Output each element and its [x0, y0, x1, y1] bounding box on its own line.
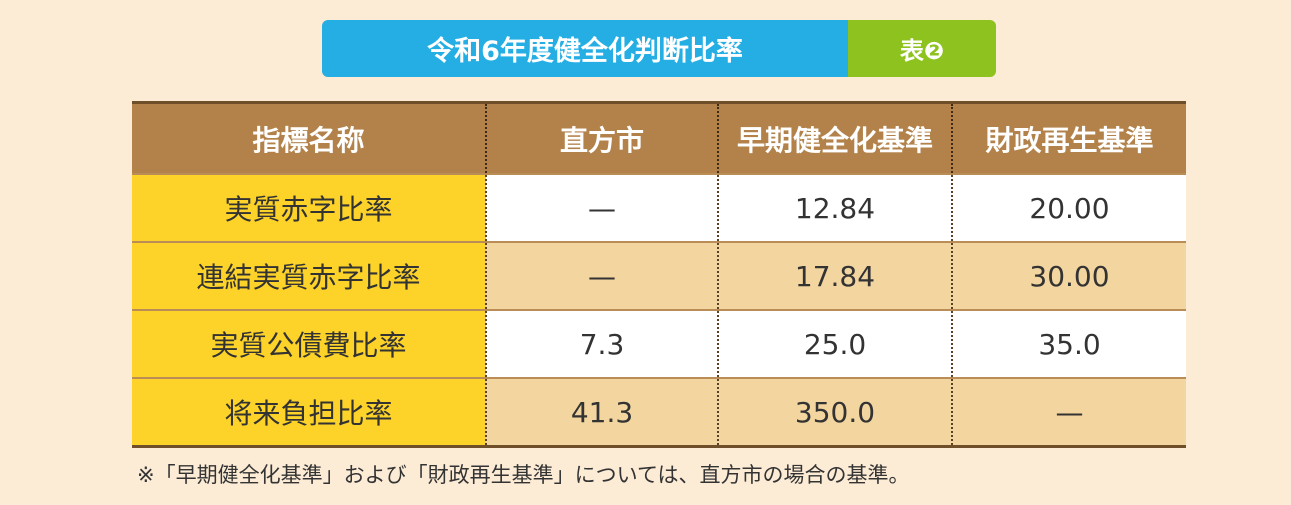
header-nogata-city: 直方市 — [485, 102, 718, 174]
table-title-bar: 令和6年度健全化判断比率 表❷ — [322, 20, 996, 77]
cell-city-value: 41.3 — [485, 377, 718, 447]
table-number-tag: 表❷ — [848, 20, 996, 77]
cell-rebuild-standard-value: — — [951, 377, 1186, 447]
cell-city-value: 7.3 — [485, 309, 718, 378]
table-row: 実質公債費比率 7.3 25.0 35.0 — [132, 309, 1186, 378]
header-financial-rebuild-standard: 財政再生基準 — [951, 102, 1186, 174]
cell-early-standard-value: 25.0 — [717, 309, 952, 378]
table-row: 連結実質赤字比率 — 17.84 30.00 — [132, 241, 1186, 310]
row-label: 将来負担比率 — [132, 377, 486, 447]
cell-early-standard-value: 350.0 — [717, 377, 952, 447]
row-label: 実質公債費比率 — [132, 309, 486, 378]
table-row: 実質赤字比率 — 12.84 20.00 — [132, 173, 1186, 242]
cell-city-value: — — [485, 173, 718, 242]
cell-city-value: — — [485, 241, 718, 310]
footnote: ※「早期健全化基準」および「財政再生基準」については、直方市の場合の基準。 — [137, 463, 910, 487]
cell-early-standard-value: 17.84 — [717, 241, 952, 310]
row-label: 連結実質赤字比率 — [132, 241, 486, 310]
table-header-row: 指標名称 直方市 早期健全化基準 財政再生基準 — [132, 102, 1186, 174]
table-row: 将来負担比率 41.3 350.0 — — [132, 377, 1186, 447]
header-indicator-name: 指標名称 — [132, 102, 486, 174]
cell-early-standard-value: 12.84 — [717, 173, 952, 242]
cell-rebuild-standard-value: 30.00 — [951, 241, 1186, 310]
table-title: 令和6年度健全化判断比率 — [322, 20, 848, 77]
cell-rebuild-standard-value: 20.00 — [951, 173, 1186, 242]
row-label: 実質赤字比率 — [132, 173, 486, 242]
header-early-sound-standard: 早期健全化基準 — [717, 102, 952, 174]
cell-rebuild-standard-value: 35.0 — [951, 309, 1186, 378]
soundness-ratio-table: 指標名称 直方市 早期健全化基準 財政再生基準 実質赤字比率 — 12.84 2… — [132, 101, 1186, 448]
